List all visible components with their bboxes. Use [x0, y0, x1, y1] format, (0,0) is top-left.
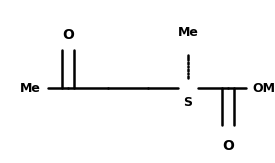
Text: OMe: OMe [252, 82, 275, 95]
Text: Me: Me [20, 82, 40, 95]
Text: O: O [62, 28, 74, 42]
Text: Me: Me [178, 25, 199, 38]
Text: O: O [222, 139, 234, 153]
Text: S: S [183, 96, 192, 110]
